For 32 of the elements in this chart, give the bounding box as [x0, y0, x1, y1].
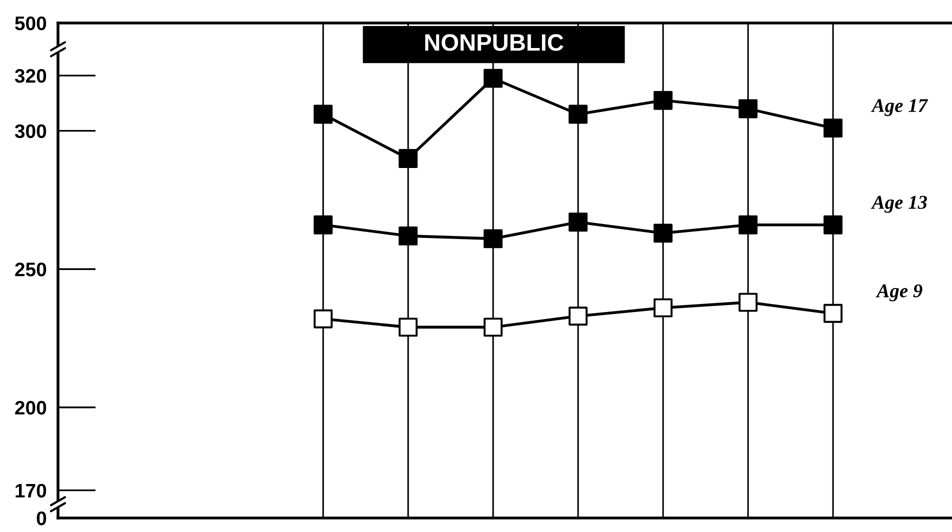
point	[568, 212, 588, 232]
point	[824, 304, 843, 323]
point	[738, 99, 758, 118]
point	[314, 309, 333, 328]
series-label: Age 17	[870, 99, 928, 116]
point	[568, 306, 588, 326]
point	[654, 90, 673, 110]
point	[824, 215, 843, 234]
chart-title: NONPUBLIC	[425, 34, 564, 51]
point	[654, 298, 673, 318]
point	[654, 224, 673, 243]
point	[484, 229, 503, 248]
series-label: Age 13	[870, 196, 927, 213]
point	[484, 318, 503, 337]
point	[398, 149, 418, 168]
point	[824, 118, 843, 138]
series-label: Age 9	[876, 284, 922, 302]
y2-tick-label: 0	[36, 511, 46, 526]
y-tick-label: 320	[14, 69, 46, 83]
y-tick-label: 250	[15, 262, 46, 276]
point	[738, 215, 758, 234]
point	[738, 292, 758, 312]
y-tick-label: 170	[16, 484, 46, 498]
point	[398, 226, 418, 246]
y-tick-label: 300	[14, 124, 46, 138]
point	[568, 104, 588, 124]
y2-tick-label: 500	[15, 16, 46, 30]
point	[314, 215, 333, 234]
y-tick-label: 200	[15, 400, 46, 415]
point	[484, 68, 503, 88]
point	[314, 104, 333, 124]
point	[398, 318, 418, 337]
